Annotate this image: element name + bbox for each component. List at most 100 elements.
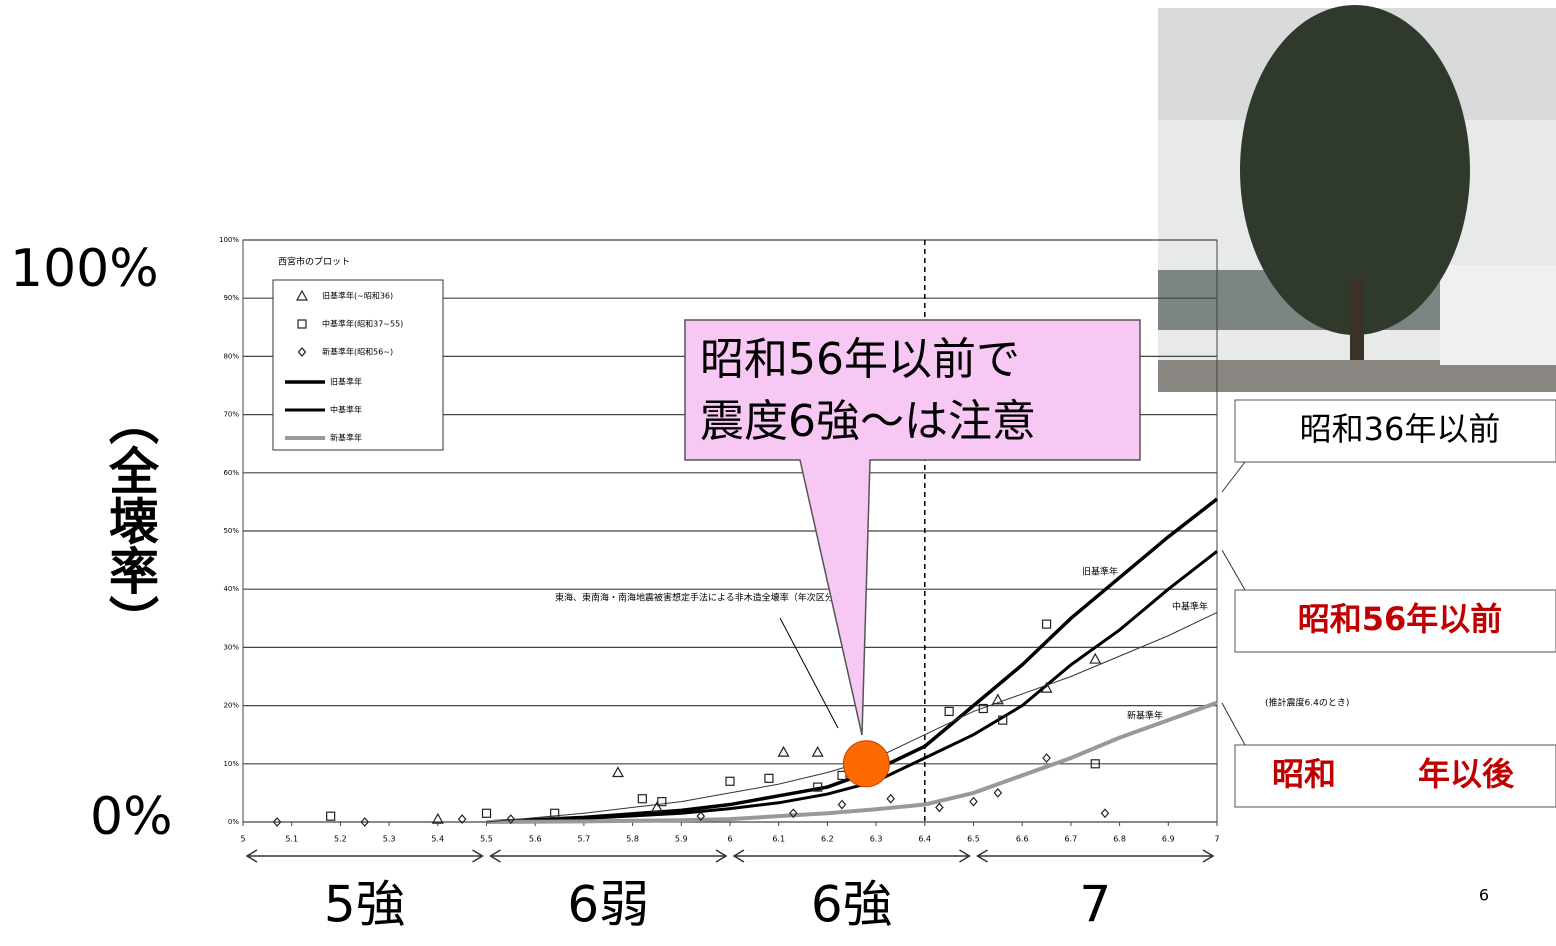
callout-text: 震度6強～は注意 (700, 396, 1036, 447)
annotation: 東海、東南海・南海地震被害想定手法による非木造全壊率（年次区分なし） (555, 592, 861, 604)
point-diamond (837, 799, 847, 810)
x-tick-label: 5 (240, 835, 245, 844)
y-tick-label: 10% (223, 760, 239, 768)
pointer (1221, 461, 1246, 493)
chart: 0% 10% 20% 30% 40% 50% 60% 70% 80% 90% 100% 5 5.1 5.2… (219, 236, 1349, 844)
pointer (1221, 549, 1246, 591)
point-diamond (297, 347, 307, 357)
x-tick-label: 6.2 (821, 835, 834, 844)
x-tick-label: 6 (727, 835, 732, 844)
y-tick-label: 40% (223, 585, 239, 593)
curve-label: 旧基準年 (1082, 566, 1118, 578)
legend-label: 旧基準年 (330, 377, 362, 387)
point-triangle (611, 766, 625, 778)
y-tick-label: 20% (223, 702, 239, 710)
point-triangle (650, 801, 663, 813)
callout-text: 昭和56年以前で (700, 334, 1020, 385)
box (1234, 399, 1556, 463)
y-tick-label: 100% (219, 236, 239, 244)
point-diamond (789, 808, 798, 819)
annotation-arrow (779, 617, 839, 729)
x-tick-label: 6.9 (1162, 835, 1175, 844)
legend-title: 西宮市のプロット (278, 256, 350, 268)
point-square (978, 703, 988, 714)
note: (推計震度6.4のとき) (1265, 697, 1349, 709)
point-square (1041, 619, 1052, 629)
line (486, 497, 1219, 824)
line (486, 550, 1218, 824)
band-label: 6強 (811, 876, 893, 934)
line (486, 612, 1218, 823)
legend-label: 新基準年(昭和56~) (322, 347, 393, 357)
x-tick-label: 5.3 (383, 835, 396, 844)
x-tick-label: 7 (1214, 835, 1219, 844)
point-square (764, 773, 774, 783)
band-label: 5強 (324, 876, 406, 934)
x-tick-label: 6.7 (1065, 835, 1078, 844)
cover (1340, 748, 1416, 805)
point-square (550, 808, 560, 818)
x-tick-label: 5.6 (529, 835, 542, 844)
point-diamond (360, 817, 370, 827)
point-square (637, 794, 647, 804)
x-tick-label: 6.3 (870, 835, 883, 844)
y-tick-label: 80% (223, 352, 239, 360)
x-tick-label: 5.8 (626, 835, 639, 844)
legend-label: 中基準年(昭和37~55) (322, 319, 403, 329)
pointer (1221, 702, 1246, 746)
x-tick-label: 6.5 (967, 835, 980, 844)
point-diamond (457, 814, 467, 825)
callout (684, 319, 1141, 736)
y-axis-label: （全壊率） (101, 395, 160, 645)
y-tick-label: 0% (228, 818, 239, 826)
band-arrow (976, 849, 1215, 863)
x-tick-label: 5.1 (285, 835, 298, 844)
box-text: 昭和56年以前 (1298, 600, 1503, 638)
y-bottom-label: 0% (90, 787, 173, 847)
point-square (481, 808, 492, 818)
band-arrow (245, 849, 484, 863)
point-triangle (1089, 652, 1102, 664)
point-square (998, 715, 1008, 725)
y-tick-label: 90% (223, 294, 239, 302)
x-tick-label: 6.8 (1113, 835, 1126, 844)
box-text: 年以後 (1418, 755, 1515, 793)
point-triangle (295, 289, 309, 301)
point-square (297, 319, 307, 329)
x-tick-label: 5.5 (480, 835, 493, 844)
point-triangle (811, 745, 824, 757)
point-diamond (886, 793, 896, 804)
point-square (725, 776, 735, 786)
box-text: 昭和 (1272, 755, 1336, 793)
point-square (944, 706, 954, 717)
y-tick-label: 50% (223, 527, 239, 535)
point-diamond (1042, 753, 1051, 763)
box (1234, 589, 1556, 653)
box-text: 昭和36年以前 (1300, 410, 1501, 448)
point-diamond (506, 814, 516, 825)
point-diamond (935, 802, 944, 813)
point-diamond (1100, 808, 1110, 819)
x-tick-label: 5.7 (578, 835, 591, 844)
x-tick-label: 6.6 (1016, 835, 1029, 844)
line (486, 700, 1218, 824)
point-diamond (696, 811, 706, 822)
legend-label: 中基準年 (330, 405, 362, 415)
band-arrow (732, 849, 971, 863)
point-diamond (993, 787, 1003, 798)
page-number: 6 (1479, 886, 1489, 905)
band-arrow (489, 849, 728, 863)
y-tick-label: 60% (223, 469, 239, 477)
point-square (1090, 759, 1100, 769)
photo (1158, 5, 1556, 392)
point-triangle (431, 812, 444, 824)
legend (272, 279, 444, 451)
x-tick-label: 6.1 (772, 835, 785, 844)
x-tick-label: 5.4 (431, 835, 444, 844)
legend-label: 新基準年 (330, 433, 362, 443)
point-triangle (991, 693, 1004, 705)
y-top-label: 100% (10, 239, 159, 299)
x-tick-label: 5.2 (334, 835, 347, 844)
curve-label: 中基準年 (1172, 601, 1208, 613)
